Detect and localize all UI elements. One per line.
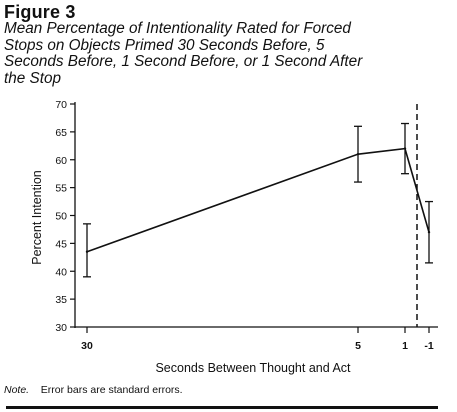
y-tick-label: 70	[55, 99, 67, 111]
figure-note: Note. Error bars are standard errors.	[4, 384, 183, 396]
y-tick-label: 30	[55, 322, 67, 334]
data-point	[85, 250, 89, 253]
x-tick-label: -1	[424, 340, 433, 352]
x-tick-label: 1	[402, 340, 408, 352]
data-point	[427, 231, 431, 234]
series-line	[86, 147, 430, 253]
x-axis-title: Seconds Between Thought and Act	[155, 361, 351, 375]
bottom-rule	[6, 406, 438, 409]
caption-line: Seconds Before, 1 Second Before, or 1 Se…	[4, 53, 363, 70]
caption-line: Stops on Objects Primed 30 Seconds Befor…	[4, 36, 325, 54]
x-tick-label: 5	[355, 340, 361, 352]
y-tick-label: 45	[55, 238, 67, 250]
note-lead: Note.	[4, 384, 30, 396]
y-tick-label: 60	[55, 155, 67, 167]
y-axis-title: Percent Intention	[30, 170, 44, 265]
note-text: Error bars are standard errors.	[40, 384, 183, 396]
caption-line: Mean Percentage of Intentionality Rated …	[4, 20, 351, 37]
x-tick-label: 30	[81, 340, 93, 352]
figure-caption: Mean Percentage of Intentionality Rated …	[4, 20, 444, 87]
figure-label: Figure 3	[4, 2, 76, 22]
caption-line: the Stop	[4, 69, 61, 87]
data-point	[356, 152, 360, 156]
y-tick-label: 50	[55, 211, 67, 223]
y-tick-label: 55	[55, 183, 67, 195]
y-tick-label: 35	[55, 294, 67, 306]
y-tick-label: 40	[55, 266, 67, 278]
data-point	[403, 147, 407, 150]
y-tick-label: 65	[55, 127, 67, 139]
